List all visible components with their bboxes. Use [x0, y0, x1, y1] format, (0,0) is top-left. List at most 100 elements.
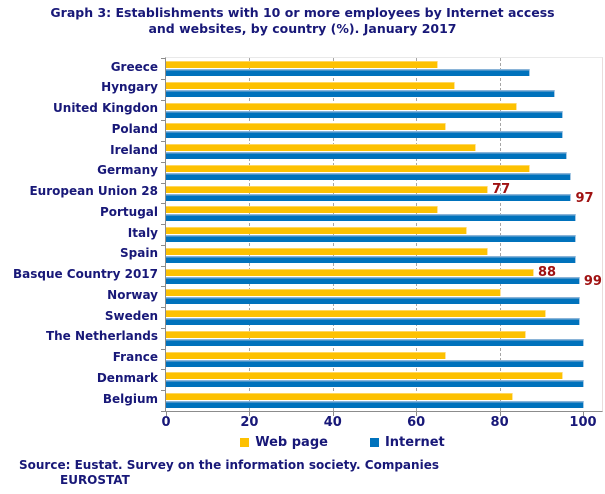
- y-axis-tick: [161, 348, 165, 350]
- bar-web-page: [166, 372, 564, 380]
- bar-web-page: [166, 102, 518, 110]
- category-label: European Union 28: [29, 184, 158, 199]
- bar-internet: [166, 131, 564, 139]
- y-axis-tick: [161, 78, 165, 80]
- value-label-internet: 99: [583, 273, 602, 289]
- internet-swatch-icon: [369, 437, 379, 447]
- category-label: Sweden: [104, 308, 158, 323]
- chart-title-line1: Graph 3: Establishments with 10 or more …: [50, 5, 555, 20]
- y-axis-tick: [161, 369, 165, 371]
- y-axis-tick: [161, 203, 165, 205]
- bar-internet: [166, 110, 564, 118]
- legend-label-web-page: Web page: [255, 434, 328, 450]
- category-label: Germany: [97, 163, 158, 178]
- y-axis-tick: [161, 58, 165, 59]
- web-page-swatch-icon: [240, 437, 250, 447]
- category-label: United Kingdon: [53, 101, 158, 116]
- gridline-60: [416, 58, 418, 411]
- category-axis-labels: Greece Hyngary United Kingdon Poland Ireland…: [0, 57, 160, 410]
- value-label-internet: 97: [575, 190, 594, 206]
- y-axis-tick: [161, 99, 165, 101]
- bar-internet: [166, 338, 584, 346]
- category-label: Italy: [127, 225, 158, 240]
- bar-internet: [166, 318, 580, 326]
- gridline-40: [332, 58, 334, 411]
- bar-internet: [166, 359, 584, 367]
- bar-web-page: [166, 144, 476, 152]
- gridline-20: [249, 58, 251, 411]
- bar-web-page: [166, 227, 468, 235]
- value-axis-labels: 0 20 40 60 80 100: [161, 415, 602, 431]
- source-line1: Source: Eustat. Survey on the informatio…: [19, 458, 439, 472]
- y-axis-tick: [161, 307, 165, 309]
- y-axis-tick: [161, 244, 165, 246]
- bar-internet: [166, 380, 584, 388]
- bar-web-page: [166, 206, 439, 214]
- bar-internet: [166, 235, 576, 243]
- category-label: Basque Country 2017: [12, 267, 158, 282]
- x-tick-label: 60: [407, 415, 426, 430]
- y-axis-tick: [161, 390, 165, 392]
- category-label: Greece: [110, 59, 158, 74]
- legend-item-web-page: Web page: [240, 435, 328, 450]
- bar-web-page: [166, 185, 489, 193]
- chart-title-line2: and websites, by country (%). January 20…: [148, 21, 457, 36]
- legend-label-internet: Internet: [384, 434, 445, 450]
- y-axis-tick: [161, 141, 165, 143]
- bar-web-page: [166, 351, 447, 359]
- y-axis-tick: [161, 265, 165, 267]
- bar-web-page: [166, 61, 439, 68]
- bar-web-page: [166, 247, 489, 255]
- category-label: Spain: [120, 246, 158, 261]
- category-label: Ireland: [110, 142, 158, 157]
- y-axis-tick: [161, 327, 165, 329]
- bar-internet: [166, 89, 555, 97]
- x-tick-label: 80: [490, 415, 509, 430]
- bar-web-page: [166, 393, 514, 401]
- bar-web-page: [166, 268, 534, 276]
- bar-web-page: [166, 330, 526, 338]
- category-label: Belgium: [102, 391, 158, 406]
- x-tick-label: 40: [323, 415, 342, 430]
- y-axis-tick: [161, 182, 165, 184]
- bar-internet: [166, 297, 580, 305]
- source-note: Source: Eustat. Survey on the informatio…: [19, 458, 439, 488]
- y-axis-tick: [161, 161, 165, 163]
- bar-internet: [166, 172, 572, 180]
- category-label: Hyngary: [101, 80, 158, 95]
- category-label: Poland: [111, 121, 158, 136]
- plot-area: 77 97 88 99: [161, 57, 603, 416]
- bar-internet: [166, 214, 576, 222]
- category-label: Denmark: [96, 370, 158, 385]
- bar-web-page: [166, 81, 455, 89]
- value-label-web-page: 77: [492, 182, 511, 198]
- value-label-web-page: 88: [537, 265, 557, 281]
- bar-web-page: [166, 289, 501, 297]
- category-label: Portugal: [99, 204, 158, 219]
- chart-title: Graph 3: Establishments with 10 or more …: [0, 5, 605, 37]
- x-axis-tick: [166, 412, 167, 416]
- x-axis-tick: [249, 412, 251, 416]
- legend-item-internet: Internet: [369, 434, 445, 450]
- bar-internet: [166, 401, 584, 409]
- x-axis-tick: [332, 412, 334, 416]
- bar-web-page: [166, 310, 547, 318]
- y-axis-tick: [161, 120, 165, 122]
- x-tick-label: 20: [240, 415, 259, 430]
- category-label: Norway: [107, 287, 158, 302]
- y-axis-tick: [161, 411, 165, 412]
- gridline-80: [499, 58, 501, 411]
- x-tick-label: 100: [569, 415, 597, 430]
- bar-internet: [166, 276, 580, 284]
- x-axis-tick: [583, 412, 584, 416]
- x-tick-label: 0: [161, 415, 171, 430]
- bar-internet: [166, 69, 530, 76]
- category-label: France: [112, 350, 158, 365]
- y-axis-tick: [161, 286, 165, 288]
- bar-internet: [166, 152, 568, 160]
- category-label: The Netherlands: [45, 329, 158, 344]
- bar-web-page: [166, 123, 447, 131]
- bar-web-page: [166, 164, 530, 172]
- source-line2: EUROSTAT: [60, 473, 130, 487]
